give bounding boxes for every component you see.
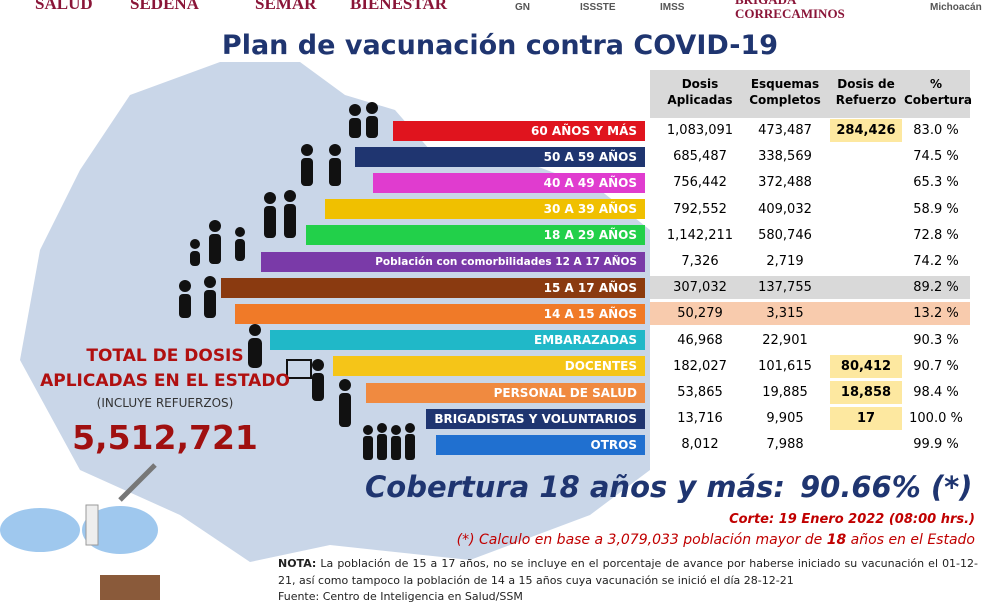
column-header: Dosis Aplicadas bbox=[667, 77, 733, 107]
cell-cobertura: 100.0 % bbox=[909, 411, 963, 427]
logo-text: CORRECAMINOS bbox=[735, 6, 845, 21]
cell-esquemas: 7,988 bbox=[766, 437, 804, 453]
cell-esquemas: 580,746 bbox=[758, 227, 812, 243]
category-bar: 30 A 39 AÑOS bbox=[325, 199, 645, 220]
cell-cobertura: 98.4 % bbox=[913, 385, 959, 400]
category-bar: EMBARAZADAS bbox=[270, 330, 645, 351]
cell-dosis: 13,716 bbox=[677, 411, 723, 427]
category-bar: 60 AÑOS Y MÁS bbox=[393, 120, 645, 141]
total-title: APLICADAS EN EL ESTADO bbox=[40, 371, 290, 391]
row-highlight bbox=[650, 302, 970, 326]
cell-esquemas: 2,719 bbox=[766, 254, 804, 269]
cell-cobertura: 65.3 % bbox=[913, 175, 959, 191]
total-value: 5,512,721 bbox=[72, 418, 258, 457]
cell-refuerzo: 18,858 bbox=[830, 381, 902, 404]
column-header: Dosis de Refuerzo bbox=[835, 77, 897, 107]
cell-refuerzo: 80,412 bbox=[830, 354, 902, 378]
cell-esquemas: 19,885 bbox=[762, 385, 808, 400]
cell-dosis: 182,027 bbox=[673, 358, 727, 374]
cell-dosis: 756,442 bbox=[673, 175, 727, 191]
cell-dosis: 307,032 bbox=[673, 280, 727, 296]
category-bar: 50 A 59 AÑOS bbox=[355, 146, 645, 167]
cell-dosis: 1,142,211 bbox=[666, 227, 734, 243]
note: NOTA: La población de 15 a 17 años, no s… bbox=[278, 555, 978, 589]
category-bar: Población con comorbilidades 12 A 17 AÑO… bbox=[261, 251, 645, 272]
cell-dosis: 1,083,091 bbox=[666, 123, 734, 138]
calculation-note: (*) Calculo en base a 3,079,033 població… bbox=[457, 532, 975, 548]
cell-cobertura: 74.2 % bbox=[913, 254, 959, 269]
cell-esquemas: 22,901 bbox=[762, 332, 808, 348]
note-label: NOTA: bbox=[278, 557, 317, 570]
cell-dosis: 685,487 bbox=[673, 149, 727, 165]
cell-dosis: 8,012 bbox=[681, 437, 719, 453]
logo-text: GN bbox=[515, 2, 530, 13]
cell-dosis: 46,968 bbox=[677, 332, 723, 348]
total-title: TOTAL DE DOSIS bbox=[86, 346, 244, 366]
cell-esquemas: 3,315 bbox=[766, 306, 804, 322]
cell-esquemas: 473,487 bbox=[758, 123, 812, 138]
total-note: (INCLUYE REFUERZOS) bbox=[96, 396, 234, 410]
cell-cobertura: 99.9 % bbox=[913, 437, 959, 453]
cell-esquemas: 9,905 bbox=[766, 411, 804, 427]
logo-text: BRIGADA bbox=[735, 0, 796, 8]
cell-refuerzo: 17 bbox=[830, 407, 902, 431]
logo-text: Michoacán bbox=[930, 2, 982, 13]
cell-dosis: 792,552 bbox=[673, 201, 727, 217]
logo-text: BIENESTAR bbox=[350, 0, 447, 13]
cell-esquemas: 338,569 bbox=[758, 149, 812, 165]
category-bar: DOCENTES bbox=[333, 356, 645, 377]
cell-cobertura: 72.8 % bbox=[913, 227, 959, 243]
title: Plan de vacunación contra COVID-19 bbox=[221, 30, 779, 61]
column-header: Esquemas Completos bbox=[749, 77, 821, 107]
coverage-label: Cobertura 18 años y más: bbox=[365, 470, 786, 504]
logo-text: SEMAR bbox=[255, 0, 317, 13]
table-header: Dosis Aplicadas Esquemas Completos Dosis d… bbox=[650, 70, 972, 118]
cell-refuerzo: 284,426 bbox=[830, 119, 902, 142]
category-bar: PERSONAL DE SALUD bbox=[366, 382, 645, 403]
calc-text: (*) Calculo en base a 3,079,033 població… bbox=[456, 532, 827, 548]
vaccine-hands bbox=[0, 463, 160, 600]
logo-text: IMSS bbox=[660, 2, 685, 13]
cutoff: Corte: 19 Enero 2022 (08:00 hrs.) bbox=[729, 512, 975, 527]
logo-text: SALUD bbox=[35, 0, 93, 13]
cell-esquemas: 372,488 bbox=[758, 175, 812, 191]
cell-esquemas: 101,615 bbox=[758, 358, 812, 374]
calc-highlight: 18 bbox=[826, 532, 847, 548]
category-bar: BRIGADISTAS Y VOLUNTARIOS bbox=[426, 408, 645, 429]
cell-dosis: 50,279 bbox=[677, 306, 723, 322]
cell-cobertura: 90.3 % bbox=[913, 332, 959, 348]
cell-esquemas: 137,755 bbox=[758, 280, 812, 296]
row-highlight bbox=[650, 276, 970, 300]
note-text: La población de 15 a 17 años, no se incl… bbox=[278, 557, 978, 587]
people-icons bbox=[179, 102, 415, 460]
source: Fuente: Centro de Inteligencia en Salud/… bbox=[278, 590, 523, 603]
cell-cobertura: 13.2 % bbox=[913, 306, 959, 322]
category-bar: 14 A 15 AÑOS bbox=[235, 303, 645, 324]
logo-text: SEDENA bbox=[130, 0, 199, 13]
cell-cobertura: 89.2 % bbox=[913, 280, 959, 296]
category-bar: 18 A 29 AÑOS bbox=[306, 225, 645, 246]
coverage-value: 90.66% (*) bbox=[800, 470, 973, 504]
cell-cobertura: 83.0 % bbox=[913, 123, 959, 138]
category-bar: 15 A 17 AÑOS bbox=[221, 277, 645, 298]
cell-esquemas: 409,032 bbox=[758, 201, 812, 217]
cell-cobertura: 58.9 % bbox=[913, 201, 959, 217]
cell-cobertura: 74.5 % bbox=[913, 149, 959, 165]
cell-cobertura: 90.7 % bbox=[913, 358, 959, 374]
category-bar: OTROS bbox=[436, 434, 645, 455]
logo-text: ISSSTE bbox=[580, 2, 616, 13]
cell-dosis: 7,326 bbox=[681, 254, 719, 269]
column-header: % Cobertura bbox=[904, 77, 972, 107]
category-bar: 40 A 49 AÑOS bbox=[373, 172, 645, 193]
calc-text: años en el Estado bbox=[846, 532, 975, 548]
cell-dosis: 53,865 bbox=[677, 385, 723, 400]
